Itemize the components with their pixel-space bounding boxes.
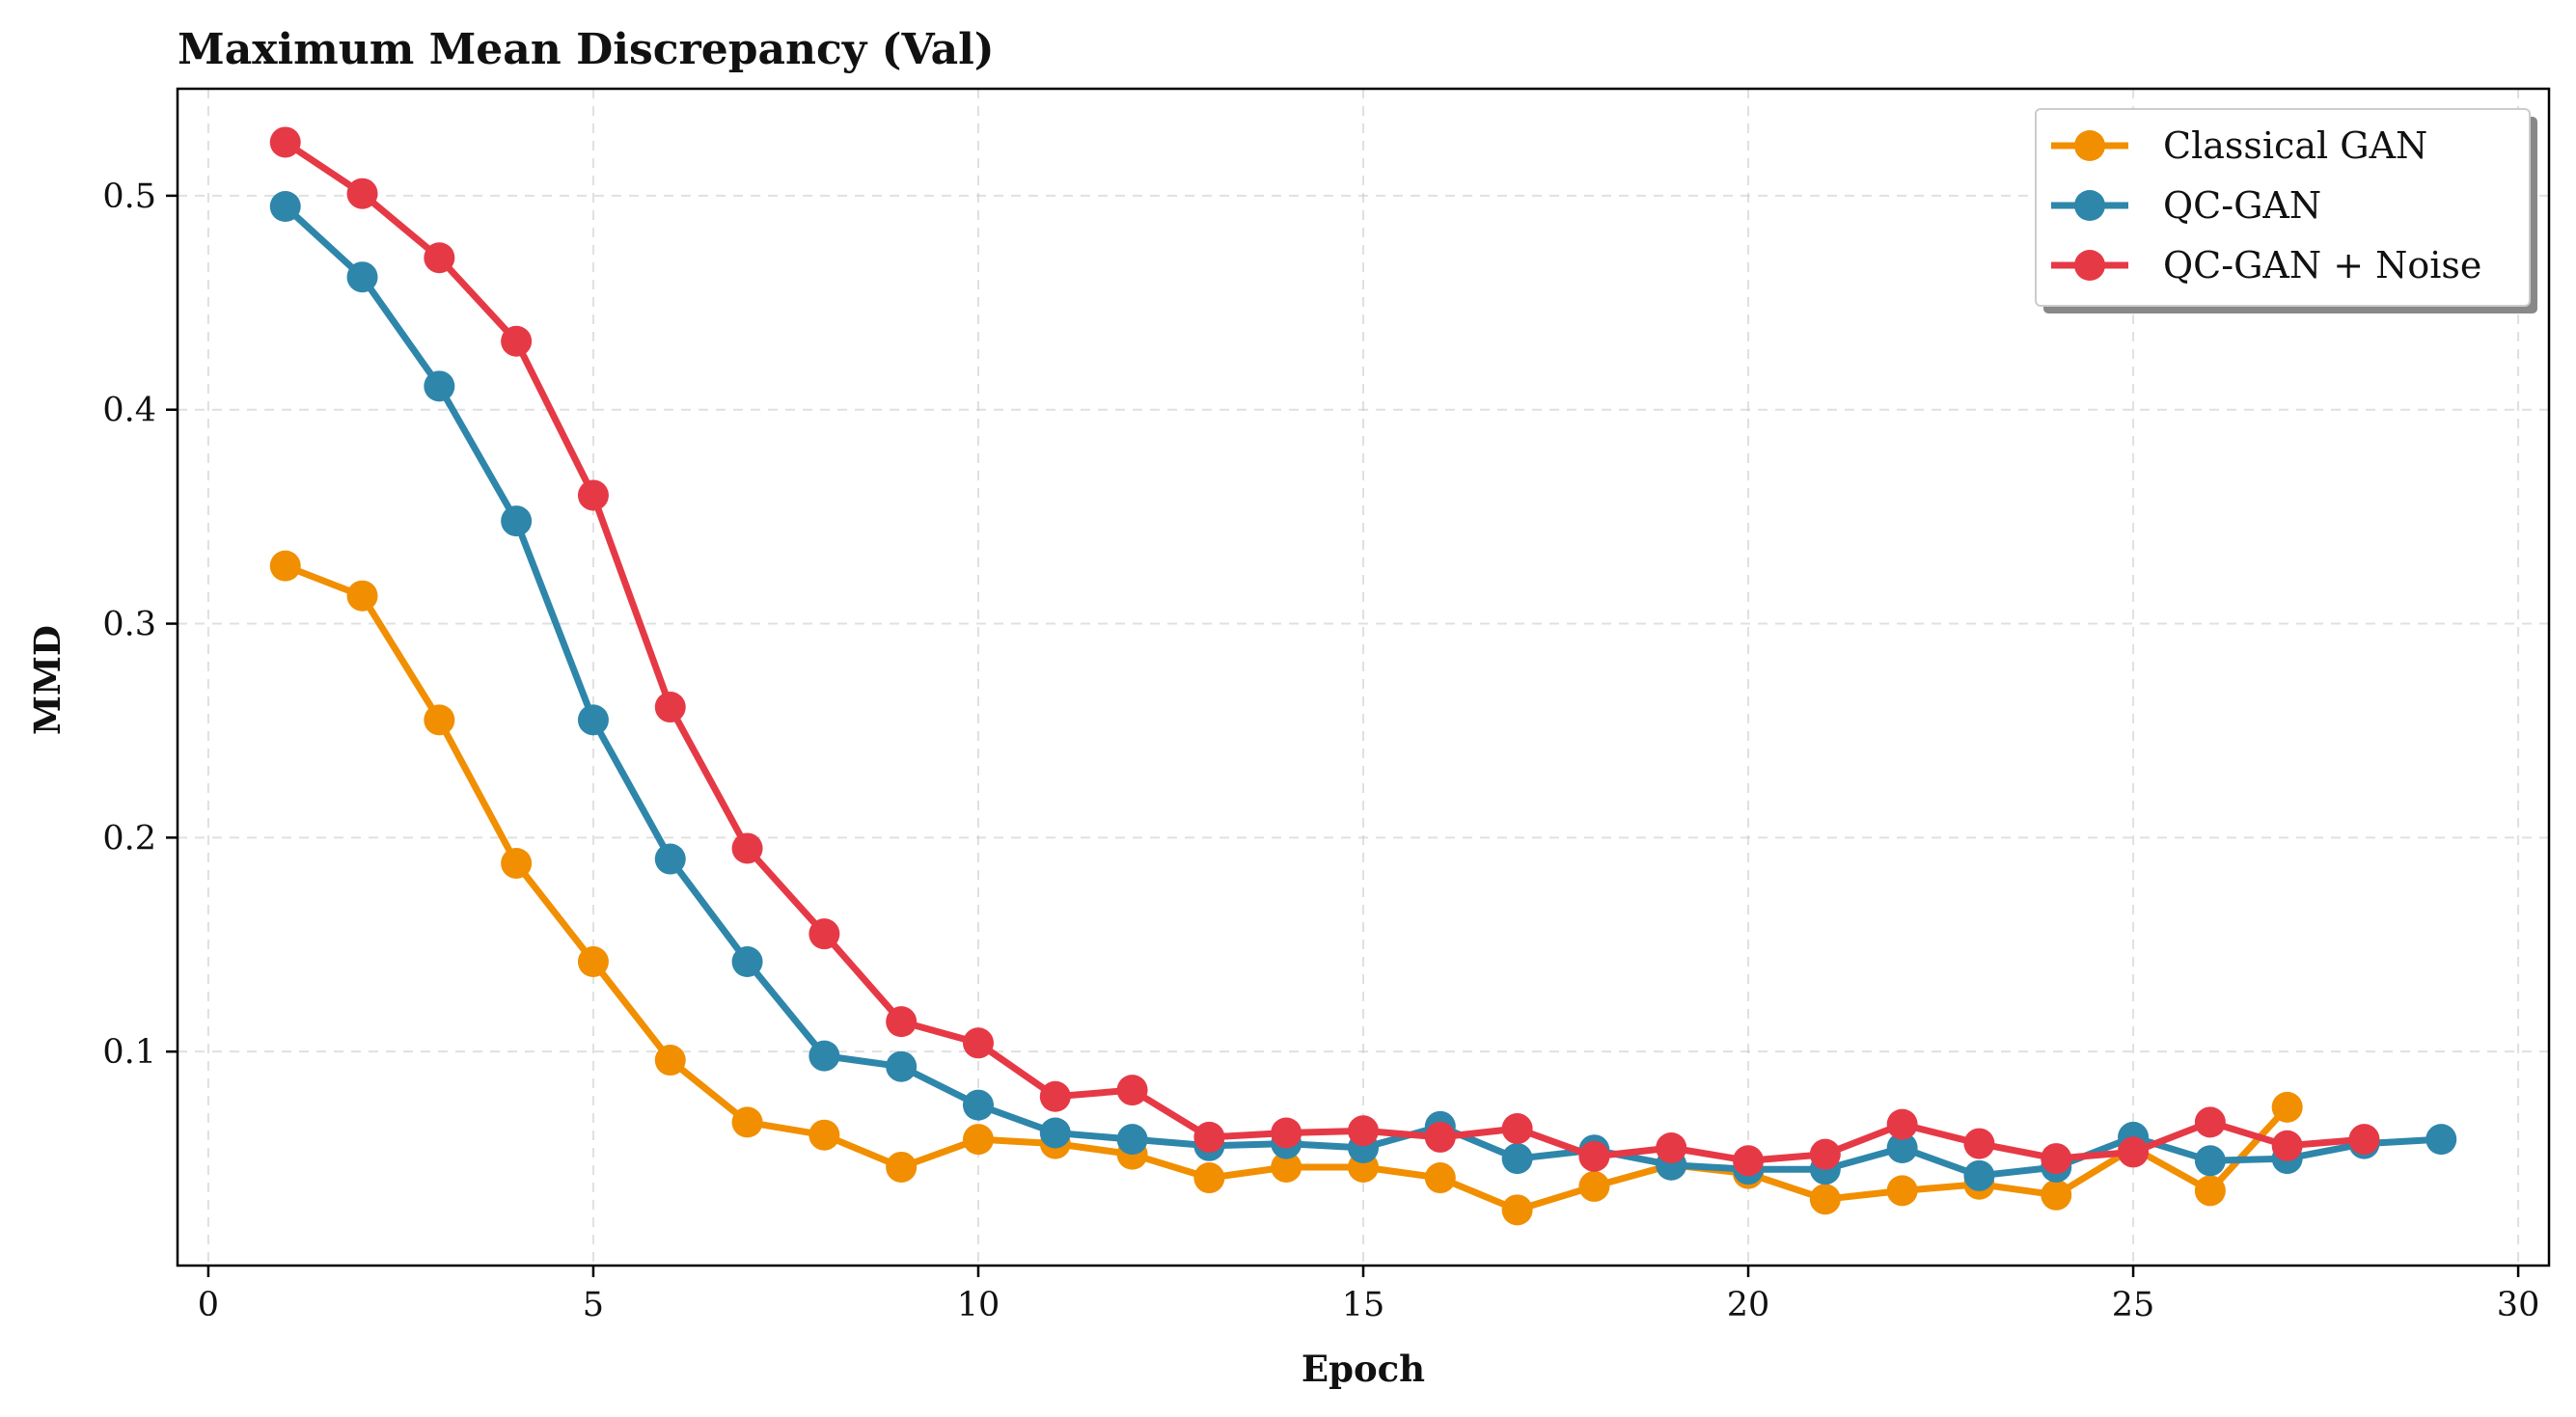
y-tick-label: 0.1 bbox=[102, 1033, 156, 1072]
data-point bbox=[1656, 1132, 1687, 1163]
grid-lines bbox=[178, 89, 2549, 1266]
data-point bbox=[1271, 1117, 1302, 1149]
x-axis-label: Epoch bbox=[1302, 1348, 1425, 1390]
legend: Classical GAN QC-GAN QC-GAN + Noise bbox=[2035, 108, 2537, 313]
y-tick-label: 0.5 bbox=[102, 177, 156, 216]
data-point bbox=[886, 1006, 918, 1038]
legend-box bbox=[2035, 108, 2531, 307]
data-point bbox=[2348, 1124, 2380, 1156]
data-point bbox=[731, 946, 763, 978]
data-point bbox=[654, 843, 686, 875]
data-point bbox=[731, 1106, 763, 1138]
axis-ticks: 0 5 10 15 20 25 30 0.1 0.2 0.3 0.4 0.5 bbox=[102, 177, 2539, 1324]
data-point bbox=[654, 692, 686, 723]
data-point bbox=[2271, 1091, 2303, 1123]
legend-marker bbox=[2074, 130, 2105, 161]
legend-item: Classical GAN bbox=[2051, 124, 2427, 167]
data-point bbox=[346, 177, 378, 209]
x-tick-label: 0 bbox=[198, 1286, 219, 1324]
data-point bbox=[1116, 1075, 1148, 1106]
data-point bbox=[501, 325, 533, 357]
data-point bbox=[2194, 1106, 2226, 1138]
data-point bbox=[1116, 1124, 1148, 1156]
x-tick-label: 15 bbox=[1342, 1286, 1385, 1324]
x-tick-label: 5 bbox=[583, 1286, 604, 1324]
legend-marker bbox=[2074, 190, 2105, 221]
x-tick-label: 25 bbox=[2112, 1286, 2155, 1324]
data-point bbox=[1424, 1121, 1456, 1153]
data-point bbox=[577, 946, 609, 978]
data-point bbox=[1733, 1145, 1765, 1177]
data-point bbox=[1193, 1162, 1225, 1194]
x-tick-label: 20 bbox=[1727, 1286, 1770, 1324]
data-point bbox=[886, 1151, 918, 1183]
data-point bbox=[1578, 1170, 1610, 1202]
data-point bbox=[2041, 1143, 2072, 1175]
data-point bbox=[1501, 1143, 1533, 1175]
data-point bbox=[269, 191, 301, 222]
data-point bbox=[2194, 1145, 2226, 1177]
data-point bbox=[1348, 1115, 1379, 1147]
y-tick-label: 0.3 bbox=[102, 606, 156, 644]
data-point bbox=[1501, 1194, 1533, 1226]
data-point bbox=[2194, 1175, 2226, 1207]
legend-label: QC-GAN bbox=[2163, 184, 2321, 227]
chart-title: Maximum Mean Discrepancy (Val) bbox=[178, 25, 995, 74]
data-point bbox=[424, 370, 455, 402]
data-point bbox=[2041, 1179, 2072, 1211]
series-layer bbox=[269, 126, 2457, 1226]
data-point bbox=[501, 847, 533, 879]
data-point bbox=[1886, 1108, 1918, 1140]
series-line bbox=[282, 139, 2368, 1164]
data-point bbox=[501, 505, 533, 537]
data-point bbox=[1039, 1117, 1071, 1149]
data-point bbox=[269, 126, 301, 158]
data-point bbox=[962, 1027, 994, 1059]
data-point bbox=[269, 550, 301, 582]
x-tick-label: 30 bbox=[2497, 1286, 2540, 1324]
y-axis-label: MMD bbox=[26, 625, 69, 735]
data-point bbox=[577, 704, 609, 736]
data-point bbox=[808, 1119, 840, 1151]
data-point bbox=[808, 1040, 840, 1072]
legend-item: QC-GAN + Noise bbox=[2051, 244, 2481, 286]
data-point bbox=[808, 918, 840, 950]
data-point bbox=[424, 704, 455, 736]
data-point bbox=[1193, 1121, 1225, 1153]
data-point bbox=[1886, 1175, 1918, 1207]
data-point bbox=[1039, 1080, 1071, 1112]
data-point bbox=[962, 1124, 994, 1156]
data-point bbox=[2118, 1136, 2150, 1168]
data-point bbox=[1809, 1138, 1841, 1170]
legend-label: Classical GAN bbox=[2163, 124, 2427, 167]
data-point bbox=[1886, 1132, 1918, 1163]
data-point bbox=[731, 832, 763, 864]
y-tick-label: 0.2 bbox=[102, 819, 156, 858]
data-point bbox=[1963, 1159, 1995, 1191]
data-point bbox=[1424, 1162, 1456, 1194]
data-point bbox=[962, 1089, 994, 1121]
data-point bbox=[654, 1045, 686, 1076]
x-tick-label: 10 bbox=[957, 1286, 1000, 1324]
data-point bbox=[1578, 1140, 1610, 1172]
data-point bbox=[346, 261, 378, 293]
data-point bbox=[346, 580, 378, 612]
series-3 bbox=[269, 126, 2380, 1177]
data-point bbox=[886, 1050, 918, 1082]
data-point bbox=[1809, 1184, 1841, 1215]
series-1 bbox=[269, 550, 2303, 1226]
legend-item: QC-GAN bbox=[2051, 184, 2321, 227]
data-point bbox=[1501, 1113, 1533, 1145]
legend-label: QC-GAN + Noise bbox=[2163, 244, 2481, 286]
data-point bbox=[577, 479, 609, 511]
data-point bbox=[1963, 1128, 1995, 1159]
y-tick-label: 0.4 bbox=[102, 392, 156, 430]
legend-marker bbox=[2074, 250, 2105, 281]
data-point bbox=[2425, 1124, 2457, 1156]
data-point bbox=[424, 242, 455, 274]
data-point bbox=[2271, 1130, 2303, 1161]
data-point bbox=[1271, 1151, 1302, 1183]
